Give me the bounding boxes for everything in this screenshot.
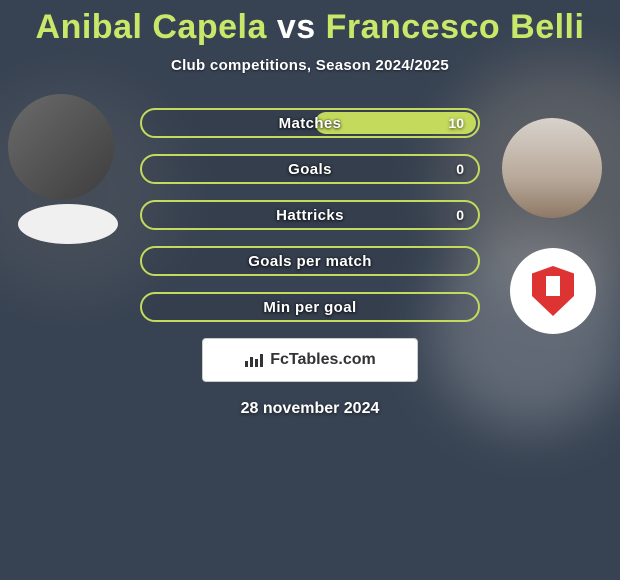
bar-label: Goals per match	[248, 253, 372, 270]
title-player2: Francesco Belli	[326, 8, 585, 46]
right-club-badge	[510, 248, 596, 334]
bar-label: Hattricks	[276, 207, 344, 224]
bar-matches: Matches 10	[140, 108, 480, 138]
left-player-avatar	[8, 94, 114, 200]
shield-icon	[532, 266, 574, 316]
bar-label: Goals	[288, 161, 332, 178]
bar-value: 0	[456, 207, 464, 223]
title-player1: Anibal Capela	[36, 8, 267, 46]
subtitle: Club competitions, Season 2024/2025	[0, 57, 620, 74]
date-label: 28 november 2024	[0, 400, 620, 418]
page-title: Anibal Capela vs Francesco Belli	[0, 0, 620, 47]
bar-value: 10	[448, 115, 464, 131]
source-badge: FcTables.com	[202, 338, 418, 382]
bar-label: Matches	[279, 115, 342, 132]
bar-hattricks: Hattricks 0	[140, 200, 480, 230]
bar-label: Min per goal	[263, 299, 356, 316]
bar-goals: Goals 0	[140, 154, 480, 184]
stat-bars: Matches 10 Goals 0 Hattricks 0 Goals per…	[140, 104, 480, 322]
source-badge-text: FcTables.com	[270, 351, 376, 369]
left-club-badge	[18, 204, 118, 244]
bar-value: 0	[456, 161, 464, 177]
bars-icon	[244, 352, 264, 368]
bar-min-per-goal: Min per goal	[140, 292, 480, 322]
bar-goals-per-match: Goals per match	[140, 246, 480, 276]
right-player-avatar	[502, 118, 602, 218]
comparison-panel: Matches 10 Goals 0 Hattricks 0 Goals per…	[0, 104, 620, 418]
title-vs: vs	[277, 8, 316, 46]
